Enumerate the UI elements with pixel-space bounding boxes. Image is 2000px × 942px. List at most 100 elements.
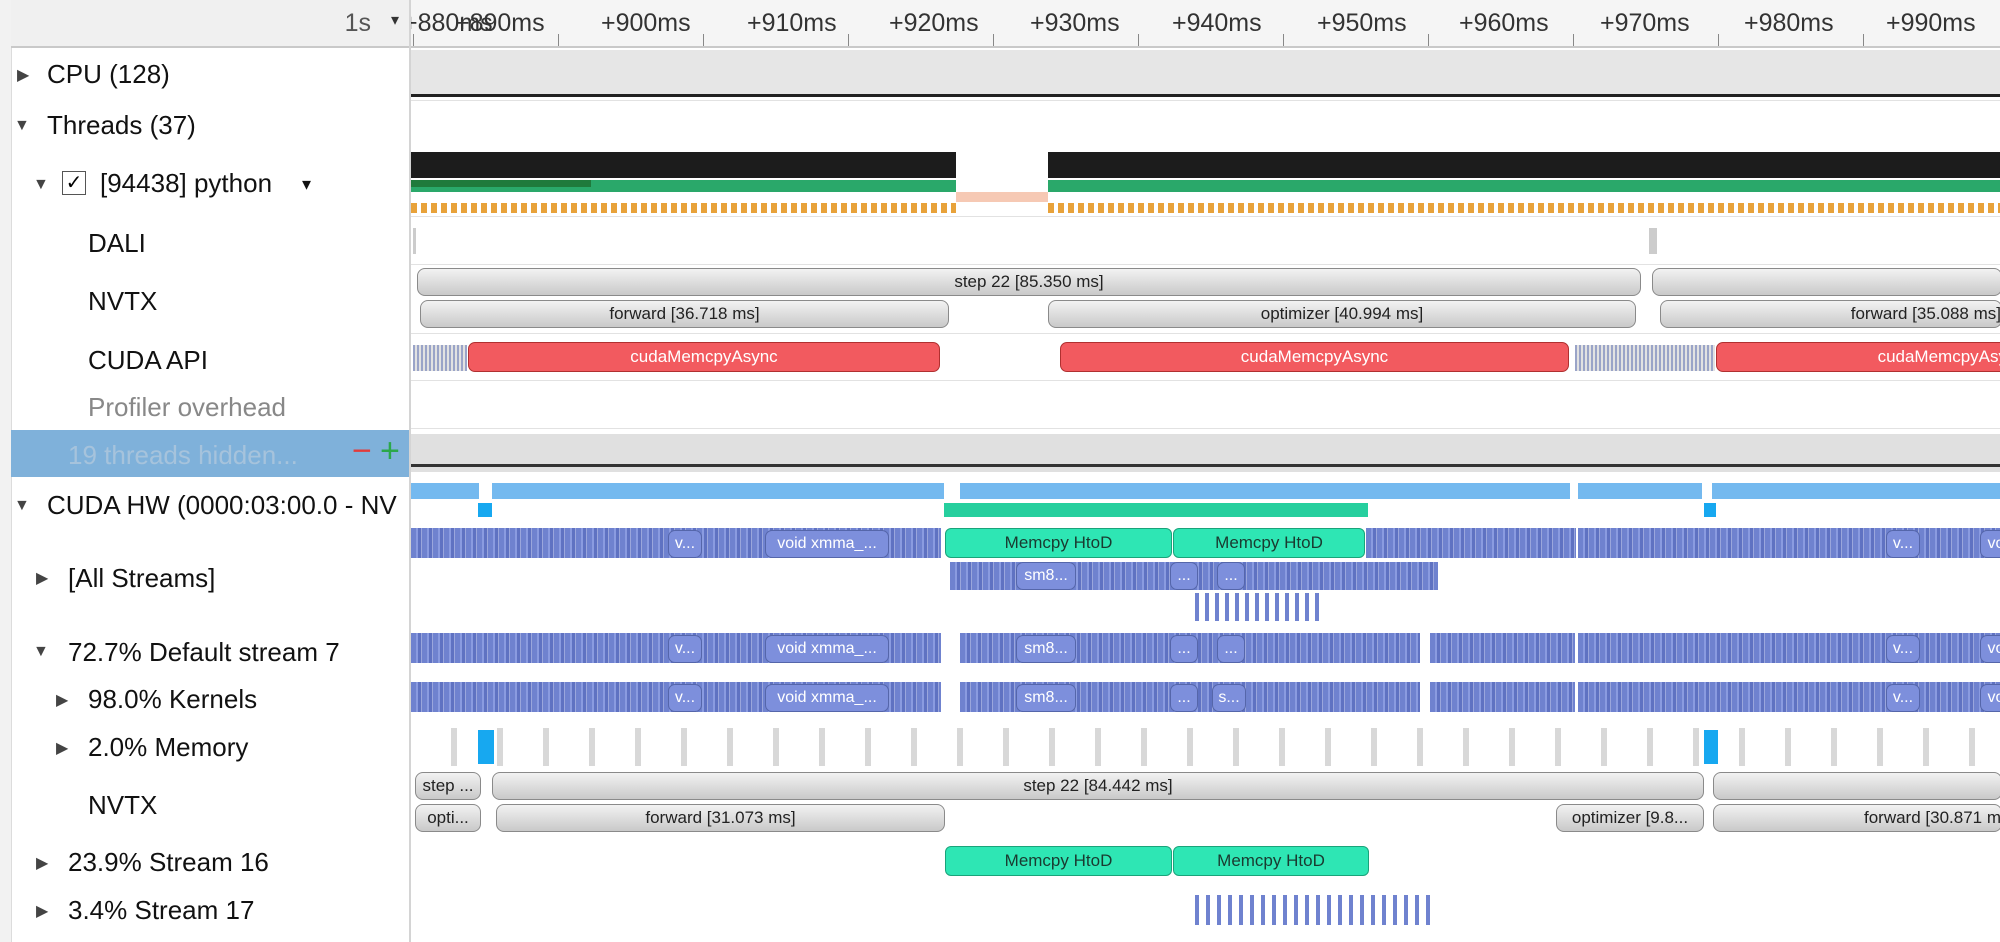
row-memory[interactable]: 2.0% Memory: [88, 732, 249, 762]
cuda-api-calls: [1575, 345, 1715, 371]
thread-activity-bar: [411, 180, 591, 187]
thread-idle-bar: [956, 192, 1048, 202]
row-label-panel: 1s ▾ ▶ CPU (128) ▼ Threads (37) ▼ ✓ [944…: [0, 0, 411, 942]
kernel-block[interactable]: sm8...: [1016, 635, 1076, 663]
gpu-utilization-bar: [1578, 483, 1702, 499]
kernel-block[interactable]: void xmma_...: [765, 684, 889, 712]
thread-state-bar: [1048, 152, 2000, 178]
expanded-triangle-icon[interactable]: ▼: [33, 643, 49, 660]
collapsed-triangle-icon[interactable]: ▶: [36, 903, 49, 920]
memory-transfer: [1704, 730, 1718, 764]
kernel-activity: [1195, 593, 1325, 621]
nvtx-range-step[interactable]: [1652, 268, 2000, 296]
zoom-selector[interactable]: 1s ▾: [11, 0, 409, 48]
row-stream16[interactable]: 23.9% Stream 16: [68, 847, 269, 877]
row-cuda-hw[interactable]: CUDA HW (0000:03:00.0 - NV: [47, 490, 397, 520]
kernel-activity: [1578, 682, 2000, 712]
nvtx-range-optimizer[interactable]: optimizer [9.8...: [1556, 804, 1704, 832]
row-separator: [411, 100, 2000, 101]
collapsed-triangle-icon[interactable]: ▶: [56, 692, 69, 709]
tick-mark: [1138, 34, 1139, 46]
kernel-block[interactable]: v...: [1886, 684, 1920, 712]
cuda-api-memcpy[interactable]: cudaMemcpyAsync: [1060, 342, 1569, 372]
plus-icon[interactable]: +: [380, 432, 400, 470]
row-separator: [411, 216, 2000, 217]
row-profiler-overhead: Profiler overhead: [88, 392, 286, 422]
kernel-block[interactable]: ...: [1170, 684, 1198, 712]
nvtx-range-forward[interactable]: forward [31.073 ms]: [496, 804, 945, 832]
tick-mark: [848, 34, 849, 46]
cpu-usage-track: [411, 50, 2000, 96]
nvtx-range-forward[interactable]: forward [30.871 m: [1713, 804, 2000, 832]
dali-marker: [1649, 228, 1657, 254]
nvtx-range-forward[interactable]: forward [35.088 ms]: [1660, 300, 2000, 328]
row-separator: [411, 264, 2000, 265]
nvtx-range-optimizer[interactable]: opti...: [415, 804, 481, 832]
collapsed-triangle-icon[interactable]: ▶: [36, 570, 49, 587]
row-stream17[interactable]: 3.4% Stream 17: [68, 895, 255, 925]
kernel-block[interactable]: v...: [668, 530, 702, 558]
kernel-block[interactable]: v...: [1886, 635, 1920, 663]
nvtx-range-optimizer[interactable]: optimizer [40.994 ms]: [1048, 300, 1636, 328]
collapsed-triangle-icon[interactable]: ▶: [17, 67, 30, 84]
nvtx-range-step[interactable]: step ...: [415, 772, 481, 800]
cuda-api-calls: [413, 345, 467, 371]
row-python-thread[interactable]: [94438] python: [100, 168, 273, 198]
thread-sampling-marks: [411, 203, 956, 213]
row-kernels[interactable]: 98.0% Kernels: [88, 684, 258, 714]
kernel-block[interactable]: ...: [1217, 635, 1245, 663]
kernel-block[interactable]: v...: [1886, 530, 1920, 558]
chevron-down-icon[interactable]: ▾: [302, 174, 312, 194]
row-default-stream[interactable]: 72.7% Default stream 7: [68, 637, 340, 667]
expanded-triangle-icon[interactable]: ▼: [33, 176, 49, 193]
row-cpu[interactable]: CPU (128): [47, 59, 170, 89]
cuda-api-memcpy[interactable]: cudaMemcpyAsy: [1716, 342, 2000, 372]
kernel-block[interactable]: vo: [1980, 684, 2000, 712]
tick-label: +990ms: [1886, 9, 1976, 37]
kernel-block[interactable]: void xmma_...: [765, 530, 889, 558]
kernel-block[interactable]: vo: [1980, 635, 2000, 663]
collapsed-triangle-icon[interactable]: ▶: [56, 740, 69, 757]
kernel-block[interactable]: ...: [1170, 562, 1198, 590]
memcpy-htod[interactable]: Memcpy HtoD: [945, 846, 1172, 876]
gpu-memcpy-bar: [478, 503, 492, 517]
memcpy-htod[interactable]: Memcpy HtoD: [1173, 846, 1369, 876]
kernel-block[interactable]: v...: [668, 635, 702, 663]
kernel-block[interactable]: sm8...: [1016, 562, 1076, 590]
kernel-block[interactable]: v...: [668, 684, 702, 712]
row-separator: [411, 428, 2000, 429]
kernel-block[interactable]: ...: [1217, 562, 1245, 590]
kernel-block[interactable]: s...: [1212, 684, 1246, 712]
tick-label: +970ms: [1600, 9, 1690, 37]
tick-mark: [703, 34, 704, 46]
gpu-utilization-bar: [411, 483, 479, 499]
nvtx-range-step[interactable]: [1713, 772, 2000, 800]
nvtx-range-step[interactable]: step 22 [85.350 ms]: [417, 268, 1641, 296]
memcpy-htod[interactable]: Memcpy HtoD: [1173, 528, 1365, 558]
memcpy-htod[interactable]: Memcpy HtoD: [945, 528, 1172, 558]
row-all-streams[interactable]: [All Streams]: [68, 563, 216, 593]
time-ruler[interactable]: +880ms +890ms +900ms +910ms +920ms +930m…: [411, 0, 2000, 48]
row-threads[interactable]: Threads (37): [47, 110, 196, 140]
row-cuda-api: CUDA API: [88, 345, 208, 375]
memory-transfer: [478, 730, 494, 764]
cuda-api-memcpy[interactable]: cudaMemcpyAsync: [468, 342, 940, 372]
thread-state-bar: [411, 152, 956, 178]
kernel-block[interactable]: void xmma_...: [765, 635, 889, 663]
stream17-activity: [1195, 895, 1435, 925]
chevron-down-icon[interactable]: ▾: [390, 12, 399, 29]
dali-marker: [413, 228, 416, 254]
expanded-triangle-icon[interactable]: ▼: [14, 117, 30, 134]
kernel-block[interactable]: vo: [1980, 530, 2000, 558]
nvtx-range-step[interactable]: step 22 [84.442 ms]: [492, 772, 1704, 800]
minus-icon[interactable]: −: [352, 432, 372, 470]
hidden-threads-row[interactable]: [11, 430, 409, 477]
tick-label: +900ms: [601, 9, 691, 37]
expanded-triangle-icon[interactable]: ▼: [14, 497, 30, 514]
tick-label: +980ms: [1744, 9, 1834, 37]
thread-visibility-checkbox[interactable]: ✓: [62, 171, 86, 195]
kernel-block[interactable]: sm8...: [1016, 684, 1076, 712]
collapsed-triangle-icon[interactable]: ▶: [36, 855, 49, 872]
nvtx-range-forward[interactable]: forward [36.718 ms]: [420, 300, 949, 328]
kernel-block[interactable]: ...: [1170, 635, 1198, 663]
